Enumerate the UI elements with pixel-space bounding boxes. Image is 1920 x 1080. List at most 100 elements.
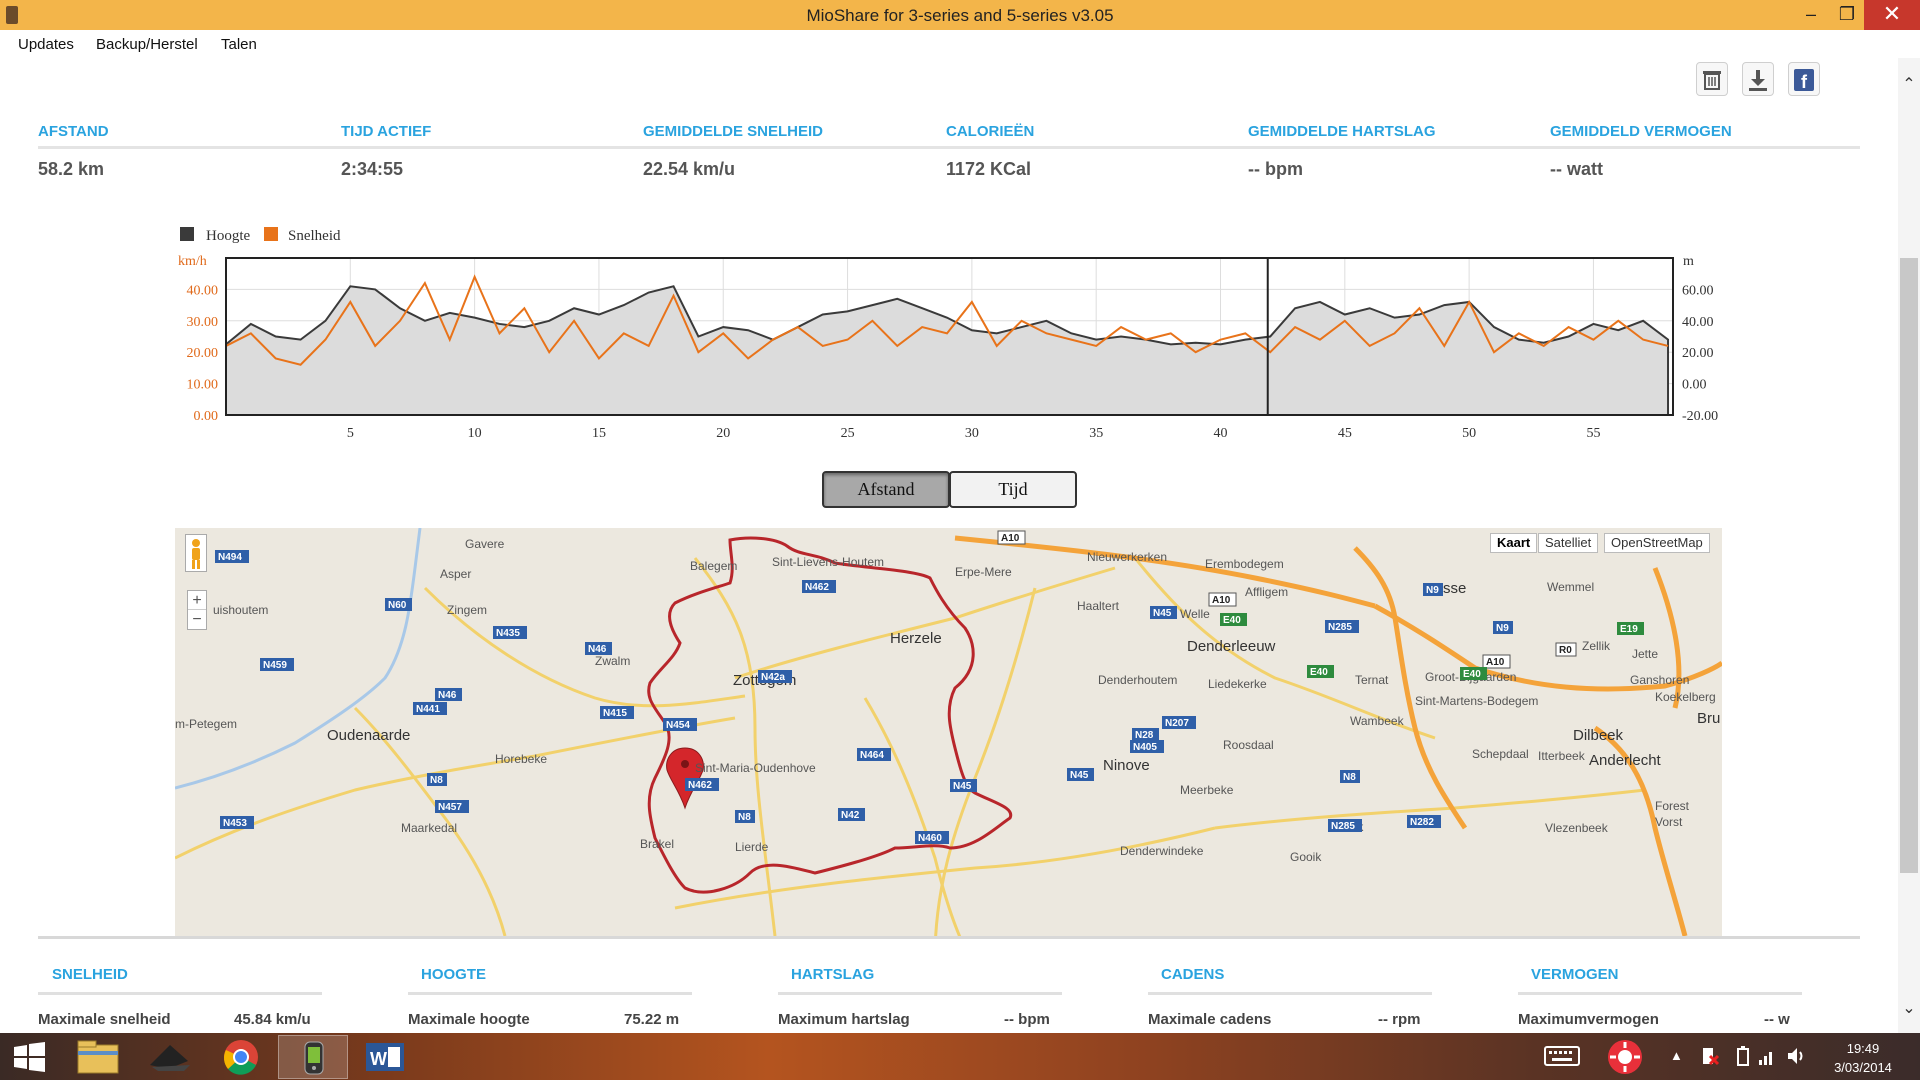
x-axis-tick: 5 (347, 426, 354, 441)
legend-swatch-snelheid (264, 227, 278, 241)
road-label: A10 (1001, 533, 1020, 544)
map-place-label: Denderhoutem (1098, 673, 1177, 687)
menu-updates[interactable]: Updates (18, 36, 74, 53)
section-rule-heartrate (778, 992, 1062, 995)
app-icon[interactable] (6, 6, 18, 24)
map-place-label: Vorst (1655, 815, 1683, 829)
clock[interactable]: 19:49 3/03/2014 (1830, 1039, 1896, 1077)
road-label: N457 (438, 802, 462, 813)
road-label: N9 (1496, 623, 1509, 634)
road-shield (435, 688, 462, 701)
road-shield (600, 706, 634, 719)
map-canvas[interactable]: Gavere Asper Zingem uishoutem Balegem Sint-Li… (175, 528, 1722, 936)
map-type-kaart[interactable]: Kaart (1490, 533, 1538, 553)
map-place-label: Asper (440, 567, 471, 581)
taskbar-file-explorer[interactable] (64, 1035, 134, 1079)
keyboard-icon[interactable] (1543, 1043, 1583, 1069)
legend-label-hoogte[interactable]: Hoogte (206, 228, 251, 244)
road-label: A10 (1212, 595, 1231, 606)
facebook-share-button[interactable]: f (1788, 62, 1820, 96)
road-shield (1208, 592, 1237, 607)
zoom-out-button[interactable]: − (192, 611, 202, 628)
x-axis-tick: 50 (1462, 426, 1476, 441)
stat-value-avg-heartrate: -- bpm (1248, 159, 1303, 179)
taskbar-mioshare[interactable] (278, 1035, 348, 1079)
menu-backup[interactable]: Backup/Herstel (96, 36, 198, 53)
taskbar-app[interactable] (134, 1035, 204, 1079)
toggle-distance[interactable]: Afstand (822, 471, 950, 508)
road-label: N45 (953, 781, 972, 792)
volume-icon[interactable] (1786, 1046, 1806, 1066)
section-rule-power (1518, 992, 1802, 995)
stat-value-active-time: 2:34:55 (341, 159, 404, 179)
road-shield (685, 778, 719, 791)
action-center-icon[interactable] (1700, 1046, 1720, 1066)
road-label: N453 (223, 818, 247, 829)
map-type-satelliet[interactable]: Satelliet (1538, 533, 1599, 553)
taskbar-chrome[interactable] (206, 1035, 276, 1079)
legend-label-snelheid[interactable]: Snelheid (288, 228, 341, 244)
legend-swatch-hoogte (180, 227, 194, 241)
road-label: N282 (1410, 817, 1434, 828)
road-label: N207 (1165, 718, 1189, 729)
elevation-speed-chart[interactable]: Hoogte Snelheid km/h m 40.00 30.00 20.00 10… (160, 215, 1740, 450)
route-map[interactable]: Gavere Asper Zingem uishoutem Balegem Sint-Li… (175, 528, 1722, 936)
toggle-time[interactable]: Tijd (949, 471, 1077, 508)
svg-text:f: f (1801, 72, 1808, 91)
trash-icon (1703, 71, 1721, 90)
road-shield (1130, 740, 1164, 753)
window-title: MioShare for 3-series and 5-series v3.05 (806, 6, 1114, 25)
map-place-label: Dilbeek (1573, 727, 1624, 744)
map-place-label: Denderwindeke (1120, 844, 1204, 858)
zoom-in-button[interactable]: + (188, 591, 206, 610)
minimize-button[interactable]: – (1805, 4, 1816, 24)
taskbar-word[interactable]: W (350, 1035, 420, 1079)
map-type-openstreetmap[interactable]: OpenStreetMap (1604, 533, 1710, 553)
road-shield (802, 580, 836, 593)
map-place-label: Vlezenbeek (1545, 821, 1609, 835)
street-view-pegman[interactable] (185, 534, 207, 572)
series-hoogte (225, 285, 1670, 416)
road-shield (1328, 819, 1362, 832)
stat-value-calories: 1172 KCal (946, 159, 1032, 179)
road-label: N42 (841, 810, 860, 821)
road-label: E19 (1620, 624, 1638, 635)
road-label: N45 (1070, 770, 1089, 781)
scroll-down-icon[interactable]: ⌄ (1902, 1000, 1916, 1017)
svg-text:W: W (370, 1049, 387, 1069)
tray-app-icon[interactable] (1606, 1038, 1644, 1076)
scroll-thumb[interactable] (1900, 258, 1918, 873)
road-label: E40 (1310, 667, 1328, 678)
zoom-control: + − (187, 590, 207, 630)
close-button[interactable]: ✕ (1864, 0, 1920, 30)
road-shield (1220, 613, 1247, 626)
delete-button[interactable] (1696, 62, 1728, 96)
x-axis-tick: 35 (1089, 426, 1103, 441)
show-hidden-icons[interactable]: ▲ (1670, 1048, 1683, 1063)
right-axis-tick: 20.00 (1682, 346, 1714, 361)
road-shield (1493, 621, 1513, 634)
road-label: N285 (1328, 622, 1352, 633)
battery-icon[interactable] (1735, 1046, 1751, 1066)
map-place-label: Nieuwerkerken (1087, 550, 1167, 564)
map-place-label: Anderlecht (1589, 752, 1662, 769)
start-button[interactable] (0, 1035, 70, 1079)
road-label: N405 (1133, 742, 1157, 753)
road-shield (385, 598, 412, 611)
menu-languages[interactable]: Talen (221, 36, 257, 53)
road-label: N441 (416, 704, 440, 715)
map-place-label: m-Petegem (175, 717, 237, 731)
x-axis-tick: 45 (1338, 426, 1352, 441)
maximize-button[interactable]: ❐ (1838, 4, 1856, 24)
road-shield (838, 808, 865, 821)
road-label: N46 (588, 644, 607, 655)
plot-frame (225, 257, 1674, 416)
left-axis-tick: 0.00 (194, 409, 219, 424)
section-title-speed: SNELHEID (52, 966, 128, 983)
network-icon[interactable] (1758, 1046, 1776, 1066)
scroll-up-icon[interactable]: ⌃ (1902, 76, 1916, 93)
download-button[interactable] (1742, 62, 1774, 96)
x-axis-tick: 40 (1214, 426, 1228, 441)
road-shield (1423, 583, 1443, 596)
